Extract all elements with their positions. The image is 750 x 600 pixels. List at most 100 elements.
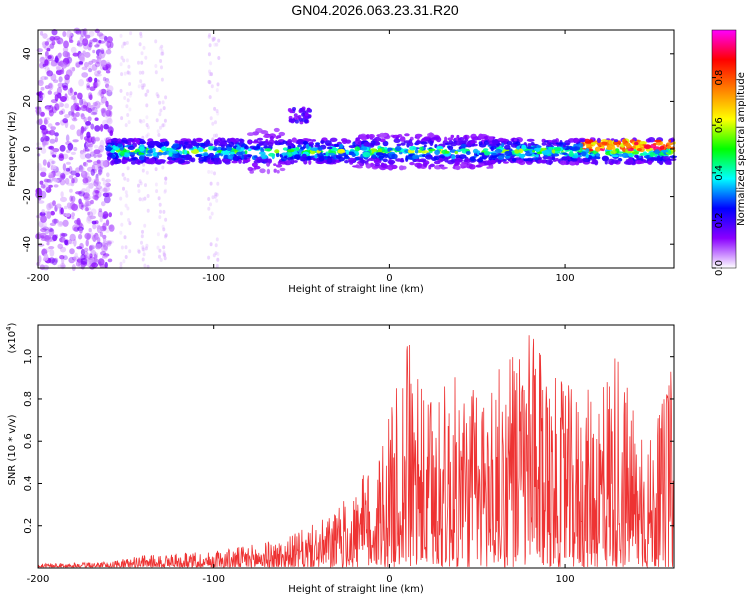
heatmap-cell [125,58,129,63]
heatmap-cell [42,226,49,231]
heatmap-cell [532,150,535,153]
heatmap-cell [44,41,50,46]
heatmap-cell [210,72,213,77]
heatmap-cell [585,144,591,148]
heatmap-cell [362,151,371,158]
heatmap-cell [105,59,110,66]
heatmap-cell [48,129,56,136]
heatmap-cell [465,151,471,155]
heatmap-cell [145,115,149,120]
heatmap-cell [100,88,107,95]
heatmap-cell [139,119,143,124]
heatmap-cell [105,100,109,108]
heatmap-cell [120,151,125,157]
heatmap-cell [384,147,388,150]
heatmap-cell [95,189,99,196]
heatmap-cell [659,145,665,150]
heatmap-cell [97,258,105,266]
heatmap-cell [88,68,93,73]
heatmap-cell [109,130,114,136]
heatmap-cell [122,259,126,264]
heatmap-cell [85,176,92,183]
heatmap-cell [83,247,89,252]
heatmap-cell [214,251,218,256]
heatmap-cell [71,216,75,220]
heatmap-cell [97,172,102,176]
heatmap-cell [73,102,80,107]
heatmap-cell [80,248,85,256]
heatmap-cell [54,103,60,111]
heatmap-cell [388,160,394,166]
heatmap-cell [274,149,280,154]
heatmap-cell [45,186,52,193]
heatmap-cell [98,89,102,96]
heatmap-cell [64,239,69,246]
heatmap-cell [455,154,460,159]
heatmap-cell [46,178,53,184]
heatmap-cell [40,147,47,154]
heatmap-cell [212,36,216,41]
heatmap-cell [622,138,627,144]
heatmap-cell [444,150,450,154]
heatmap-cell [102,211,109,219]
heatmap-cell [84,207,89,212]
heatmap-cell [45,50,49,57]
heatmap-cell [46,47,51,52]
heatmap-cell [146,132,150,137]
heatmap-cell [51,29,58,36]
heatmap-cell [159,141,166,147]
heatmap-cell [220,147,227,151]
heatmap-cell [404,133,410,137]
heatmap-cell [100,96,107,104]
heatmap-cell [504,150,513,156]
heatmap-cell [64,114,71,119]
heatmap-cell [102,237,107,243]
heatmap-cell [269,135,274,141]
heatmap-cell [58,101,63,108]
heatmap-cell [163,141,169,147]
heatmap-cell [140,60,144,65]
heatmap-x-axis-label: Height of straight line (km) [288,284,424,295]
heatmap-cell [93,145,99,149]
heatmap-cell [75,167,80,174]
heatmap-cell [283,160,292,166]
heatmap-cell [438,164,445,167]
heatmap-cell [42,33,48,39]
heatmap-cell [278,131,286,137]
heatmap-cell [289,109,294,114]
heatmap-cell [86,85,90,89]
heatmap-cell [102,241,106,248]
heatmap-cell [158,202,162,207]
heatmap-cell [39,56,46,64]
heatmap-cell [101,177,105,182]
heatmap-cell [444,157,449,163]
heatmap-cell [304,119,309,124]
heatmap-cell [526,138,535,142]
heatmap-cell [95,243,102,250]
heatmap-cell [306,107,311,112]
heatmap-cell [94,61,101,68]
heatmap-cell [601,139,608,143]
heatmap-cell [265,139,269,144]
heatmap-cell [125,40,129,45]
heatmap-cell [459,137,465,141]
heatmap-cell [478,141,483,146]
heatmap-cell [66,30,72,38]
heatmap-cell [105,182,111,187]
heatmap-cell [80,113,85,117]
heatmap-cell [295,146,300,151]
heatmap-cell [310,147,319,152]
heatmap-cell [613,139,619,143]
heatmap-cell [236,151,243,156]
heatmap-cell [634,154,639,158]
heatmap-cell [48,83,53,89]
heatmap-cell [39,62,45,69]
heatmap-cell [506,141,513,146]
heatmap-cell [162,245,166,250]
heatmap-cell [105,192,113,197]
heatmap-cell [43,117,48,125]
heatmap-cell [105,240,112,245]
heatmap-cell [40,75,47,81]
heatmap-cell [85,200,89,204]
heatmap-cell [74,252,78,259]
